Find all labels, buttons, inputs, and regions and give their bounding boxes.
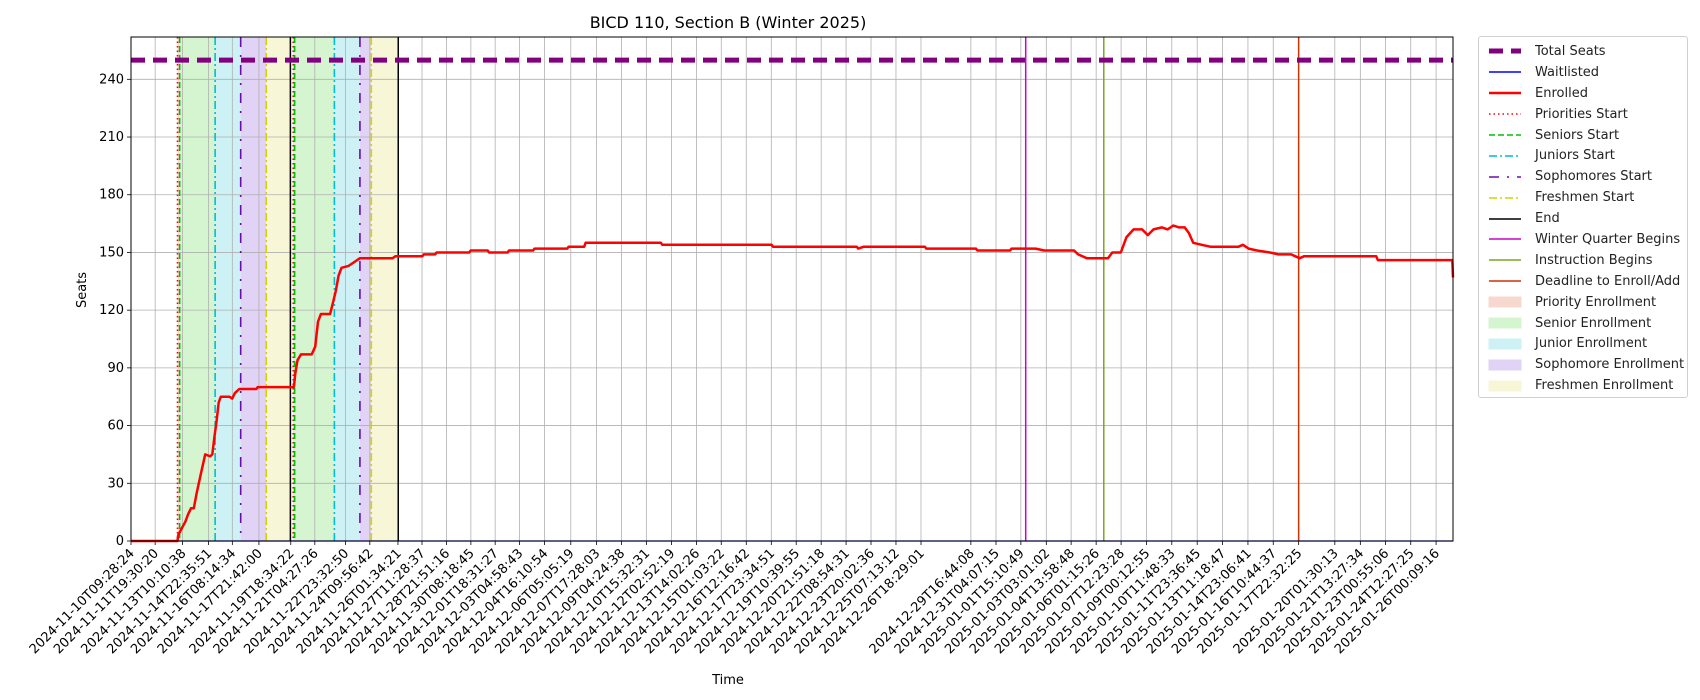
legend-label: Priority Enrollment [1535,294,1657,310]
legend-swatch-sophomore-enrollment [1487,359,1523,371]
y-tick-label: 0 [116,534,124,549]
legend-item-priorities-start: Priorities Start [1487,104,1679,125]
legend-item-deadline-to-enroll-add: Deadline to Enroll/Add [1487,271,1681,292]
legend-label: Winter Quarter Begins [1535,231,1681,247]
legend-swatch-deadline-to-enroll-add [1487,275,1523,287]
legend-item-end: End [1487,208,1679,229]
legend-swatch-total-seats [1487,45,1523,57]
junior-enrollment-band [215,37,241,541]
y-tick-label: 60 [107,419,124,434]
y-tick-label: 210 [99,130,124,145]
legend-item-freshmen-enrollment: Freshmen Enrollment [1487,375,1679,396]
y-axis-label: Seats [75,272,90,308]
legend-swatch-senior-enrollment [1487,317,1523,329]
y-tick-label: 90 [107,361,124,376]
legend-item-winter-quarter-begins: Winter Quarter Begins [1487,229,1681,250]
legend-item-total-seats: Total Seats [1487,41,1679,62]
legend-label: Instruction Begins [1535,252,1653,268]
legend-item-juniors-start: Juniors Start [1487,145,1679,166]
legend-item-priority-enrollment: Priority Enrollment [1487,292,1679,313]
legend-swatch-juniors-start [1487,150,1523,162]
legend-label: Junior Enrollment [1535,336,1648,352]
sophomore-enrollment-band [359,37,372,541]
senior-enrollment-band [179,37,216,541]
sophomore-enrollment-band [240,37,267,541]
legend-swatch-junior-enrollment [1487,338,1523,350]
legend-item-sophomore-enrollment: Sophomore Enrollment [1487,354,1684,375]
legend-swatch-priorities-start [1487,108,1523,120]
legend-label: Sophomore Enrollment [1535,357,1685,373]
legend-label: Priorities Start [1535,106,1628,122]
legend-item-senior-enrollment: Senior Enrollment [1487,313,1679,334]
legend-swatch-winter-quarter-begins [1487,233,1523,245]
chart-title: BICD 110, Section B (Winter 2025) [590,13,867,32]
legend-label: Waitlisted [1535,64,1600,80]
legend-label: Freshmen Enrollment [1535,378,1674,394]
y-tick-label: 120 [99,303,124,318]
x-axis-label: Time [711,673,744,688]
legend-item-enrolled: Enrolled [1487,83,1679,104]
y-tick-label: 30 [107,476,124,491]
legend-label: Freshmen Start [1535,190,1635,206]
legend-item-seniors-start: Seniors Start [1487,125,1679,146]
legend-swatch-sophomores-start [1487,171,1523,183]
y-tick-label: 150 [99,245,124,260]
y-tick-label: 240 [99,72,124,87]
legend-swatch-end [1487,213,1523,225]
priority-enrollment-band [177,37,180,541]
legend-item-sophomores-start: Sophomores Start [1487,166,1679,187]
legend-label: Sophomores Start [1535,169,1652,185]
plot-frame [130,36,1454,542]
legend-swatch-waitlisted [1487,66,1523,78]
legend-label: Seniors Start [1535,127,1620,143]
legend-label: Senior Enrollment [1535,315,1652,331]
legend-label: Juniors Start [1535,148,1615,164]
freshmen-enrollment-band [371,37,399,541]
y-tick-label: 180 [99,188,124,203]
legend-swatch-freshmen-enrollment [1487,380,1523,392]
legend-item-instruction-begins: Instruction Begins [1487,250,1679,271]
freshmen-enrollment-band [266,37,291,541]
legend-swatch-seniors-start [1487,129,1523,141]
legend-item-waitlisted: Waitlisted [1487,62,1679,83]
legend-label: Enrolled [1535,85,1588,101]
legend-item-freshmen-start: Freshmen Start [1487,187,1679,208]
legend-label: Deadline to Enroll/Add [1535,273,1681,289]
legend-swatch-priority-enrollment [1487,296,1523,308]
legend-swatch-freshmen-start [1487,192,1523,204]
legend-swatch-enrolled [1487,87,1523,99]
chart-legend: Total Seats Waitlisted Enrolled Priorities … [1478,36,1688,398]
enrolled-series [131,224,1455,543]
legend-label: End [1535,211,1560,227]
legend-swatch-instruction-begins [1487,254,1523,266]
junior-enrollment-band [334,37,360,541]
legend-item-junior-enrollment: Junior Enrollment [1487,333,1679,354]
legend-label: Total Seats [1535,43,1606,59]
